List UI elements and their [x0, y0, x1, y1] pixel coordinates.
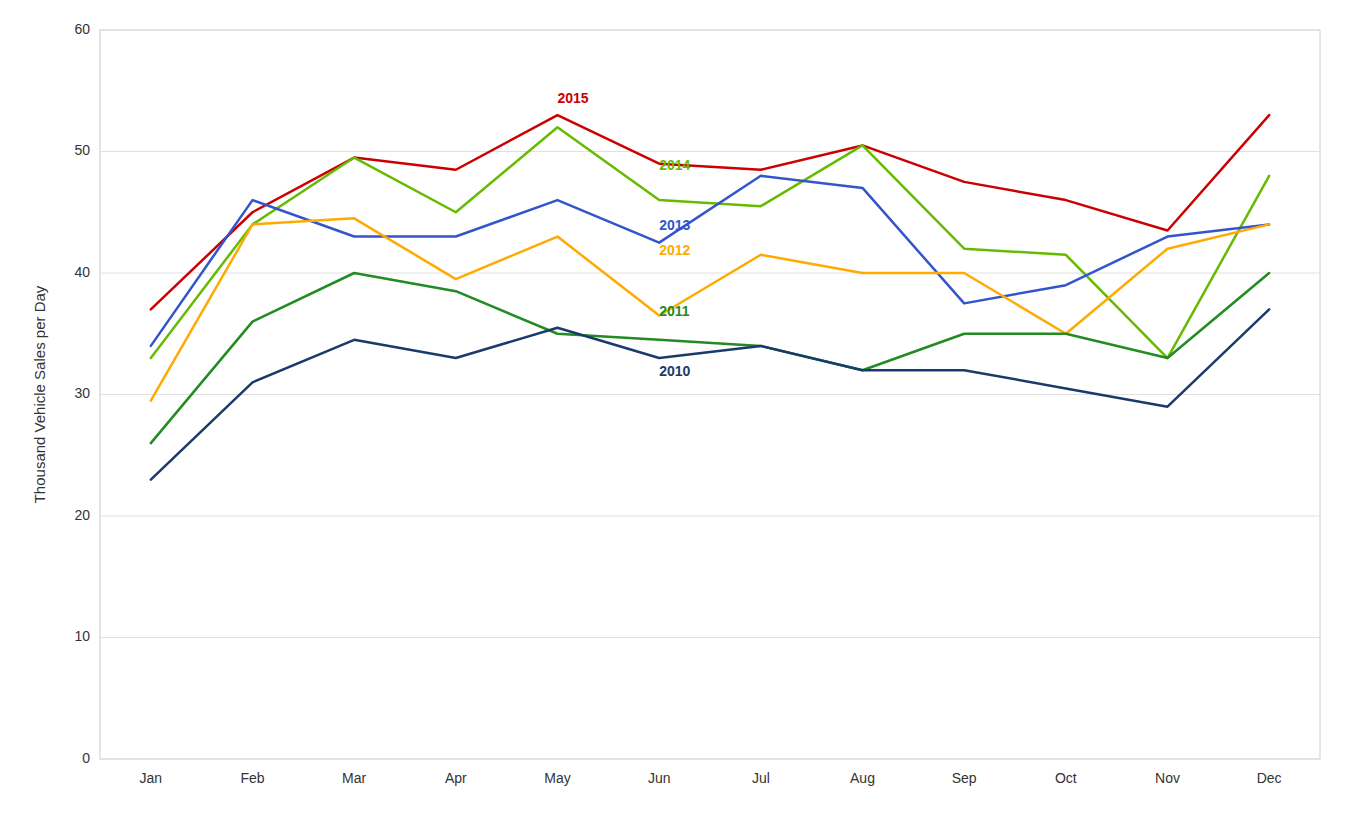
series-line [151, 127, 1269, 358]
x-tick-label: Jun [648, 770, 671, 786]
series-line [151, 115, 1269, 309]
grid-line [100, 394, 1320, 395]
grid-line [100, 637, 1320, 638]
series-label: 2013 [659, 217, 690, 233]
series-label: 2011 [659, 303, 690, 319]
x-axis: Jan Feb Mar Apr May Jun Jul Aug Sep Oct Nov Dec [140, 770, 1282, 786]
series-label: 2010 [659, 363, 690, 379]
y-tick-label: 60 [74, 21, 90, 37]
series-labels: 2015 2014 2013 2012 2011 2010 [558, 90, 691, 379]
chart: 0 10 20 30 40 50 60 Thousand Vehicle Sales per … [0, 0, 1350, 819]
series-line [151, 218, 1269, 400]
series-label: 2014 [659, 157, 690, 173]
series-label: 2012 [659, 242, 690, 258]
grid-line [100, 759, 1320, 760]
x-tick-label: Dec [1257, 770, 1282, 786]
x-tick-label: Nov [1155, 770, 1180, 786]
y-tick-label: 50 [74, 142, 90, 158]
y-tick-label: 20 [74, 507, 90, 523]
x-tick-label: Feb [240, 770, 264, 786]
x-tick-label: May [544, 770, 570, 786]
lines [151, 115, 1269, 480]
grid-line [100, 30, 1320, 31]
series-label: 2015 [558, 90, 589, 106]
x-tick-label: Jul [752, 770, 770, 786]
x-tick-label: Jan [140, 770, 163, 786]
y-tick-label: 10 [74, 628, 90, 644]
plot-frame [100, 30, 1320, 759]
x-tick-label: Oct [1055, 770, 1077, 786]
series-line [151, 273, 1269, 443]
chart-container: 0 10 20 30 40 50 60 Thousand Vehicle Sales per … [0, 0, 1350, 819]
grid-line [100, 516, 1320, 517]
x-tick-label: Sep [952, 770, 977, 786]
x-tick-label: Aug [850, 770, 875, 786]
series-line [151, 309, 1269, 479]
y-tick-label: 40 [74, 264, 90, 280]
y-tick-label: 0 [82, 750, 90, 766]
y-axis: 0 10 20 30 40 50 60 [74, 21, 1320, 766]
y-tick-label: 30 [74, 385, 90, 401]
grid-line [100, 151, 1320, 152]
x-tick-label: Apr [445, 770, 467, 786]
series-line [151, 176, 1269, 346]
x-tick-label: Mar [342, 770, 366, 786]
y-axis-label: Thousand Vehicle Sales per Day [31, 285, 48, 503]
